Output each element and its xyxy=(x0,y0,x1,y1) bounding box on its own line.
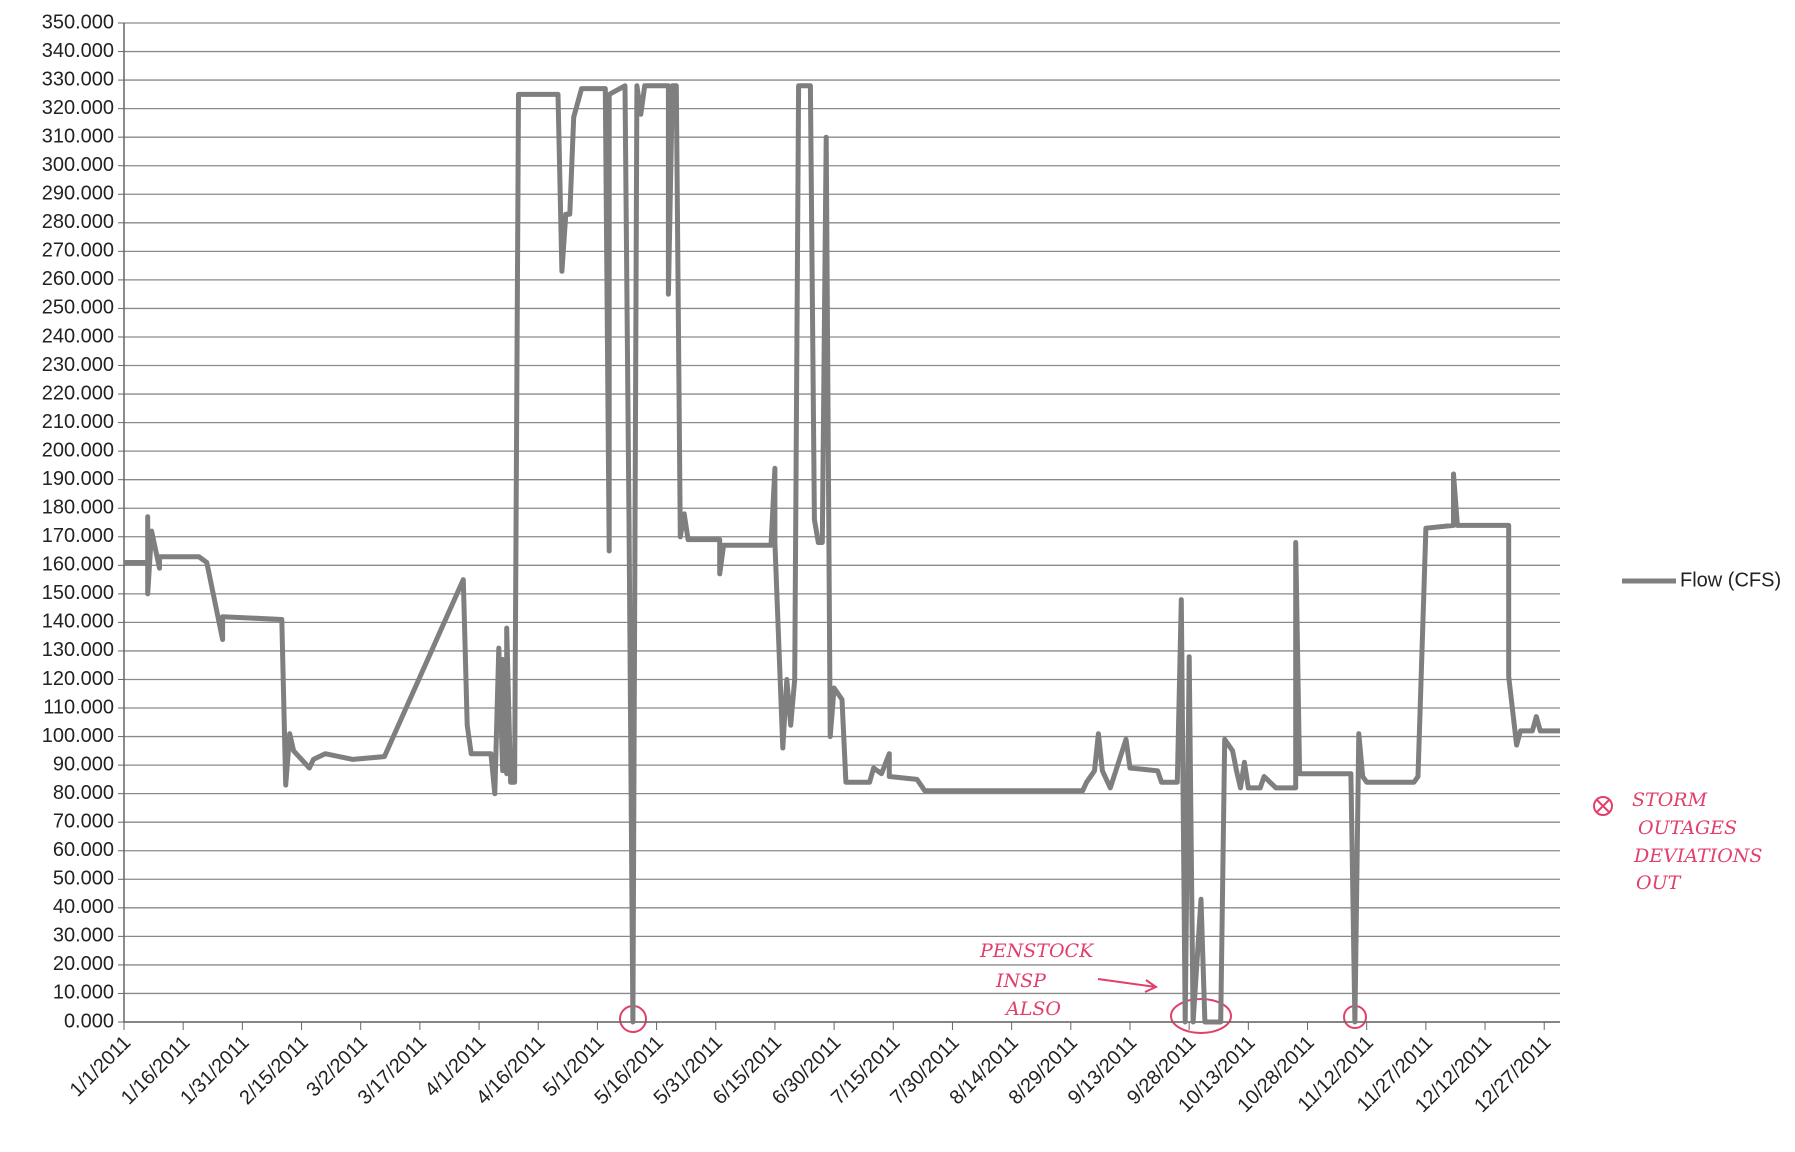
annotation: STORM OUTAGES DEVIATIONS OUT xyxy=(1632,789,1768,894)
y-tick-label: 300.000 xyxy=(42,154,114,176)
y-tick-label: 330.000 xyxy=(42,68,114,90)
annotation-line: OUT xyxy=(1636,872,1682,894)
y-tick-label: 230.000 xyxy=(42,354,114,376)
y-tick-label: 320.000 xyxy=(42,97,114,119)
annotation-line: PENSTOCK xyxy=(979,940,1095,962)
red-cross xyxy=(1596,799,1610,813)
y-tick-label: 310.000 xyxy=(42,125,114,147)
y-tick-label: 160.000 xyxy=(42,554,114,576)
annotation-line: INSP xyxy=(995,970,1047,992)
y-tick-label: 260.000 xyxy=(42,268,114,290)
y-tick-label: 190.000 xyxy=(42,468,114,490)
y-tick-label: 0.000 xyxy=(64,1010,114,1032)
handwritten-notes xyxy=(619,796,1613,1034)
y-tick-label: 30.000 xyxy=(53,925,114,947)
y-tick-label: 200.000 xyxy=(42,439,114,461)
y-tick-label: 10.000 xyxy=(53,982,114,1004)
y-tick-label: 80.000 xyxy=(53,782,114,804)
y-tick-label: 280.000 xyxy=(42,211,114,233)
y-tick-label: 350.000 xyxy=(42,11,114,33)
annotation-line: ALSO xyxy=(1004,998,1061,1020)
y-tick-label: 90.000 xyxy=(53,753,114,775)
annotation-line: OUTAGES xyxy=(1638,817,1737,839)
y-tick-label: 70.000 xyxy=(53,810,114,832)
y-tick-label: 170.000 xyxy=(42,525,114,547)
annotation: PENSTOCK INSP ALSO xyxy=(979,940,1099,1020)
y-tick-label: 340.000 xyxy=(42,40,114,62)
red-circle xyxy=(1170,998,1232,1034)
annotation-line: STORM xyxy=(1632,789,1708,811)
y-tick-label: 220.000 xyxy=(42,382,114,404)
y-tick-label: 110.000 xyxy=(43,696,114,718)
red-circle xyxy=(1593,796,1613,816)
y-tick-label: 20.000 xyxy=(53,953,114,975)
annotation-line: DEVIATIONS xyxy=(1633,845,1762,867)
y-tick-label: 120.000 xyxy=(42,668,114,690)
grid xyxy=(118,22,1560,1030)
y-tick-label: 60.000 xyxy=(53,839,114,861)
red-arrow xyxy=(1097,978,1159,993)
y-tick-label: 290.000 xyxy=(42,183,114,205)
legend-label: Flow (CFS) xyxy=(1680,569,1781,591)
y-tick-label: 240.000 xyxy=(42,325,114,347)
y-tick-label: 270.000 xyxy=(42,240,114,262)
y-tick-label: 130.000 xyxy=(42,639,114,661)
flow-line xyxy=(124,83,1560,1025)
y-tick-label: 140.000 xyxy=(42,611,114,633)
y-tick-label: 40.000 xyxy=(53,896,114,918)
y-tick-label: 180.000 xyxy=(42,497,114,519)
y-tick-label: 150.000 xyxy=(42,582,114,604)
y-tick-label: 210.000 xyxy=(42,411,114,433)
y-tick-label: 100.000 xyxy=(42,725,114,747)
y-tick-label: 250.000 xyxy=(42,297,114,319)
y-tick-label: 50.000 xyxy=(53,868,114,890)
